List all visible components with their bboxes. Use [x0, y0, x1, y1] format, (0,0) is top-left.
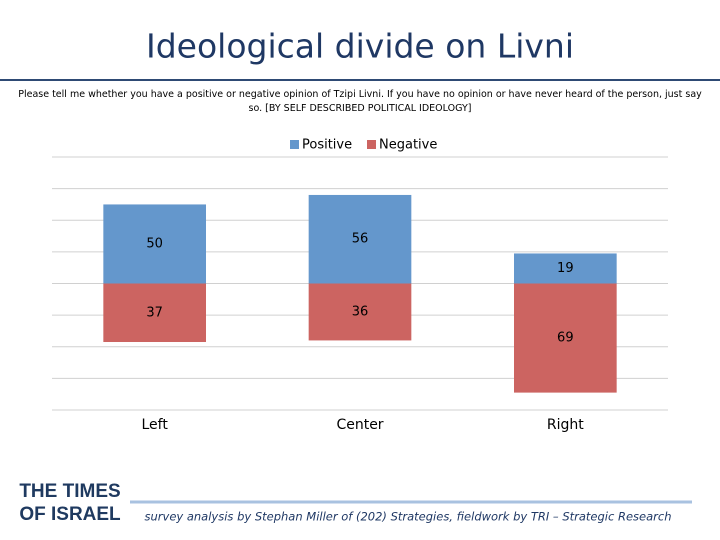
x-tick-label: Center: [336, 417, 383, 433]
legend-swatch: [367, 140, 376, 149]
data-label: 69: [557, 331, 574, 346]
legend-swatch: [290, 140, 299, 149]
x-tick-label: Left: [141, 417, 168, 433]
legend-label: Negative: [379, 138, 437, 153]
data-label: 36: [352, 304, 369, 319]
bar: [514, 253, 617, 284]
data-label: 37: [146, 305, 163, 320]
bar: [308, 283, 412, 341]
chart-subtitle: Please tell me whether you have a positi…: [18, 89, 702, 114]
bar: [103, 204, 206, 284]
credit: survey analysis by Stephan Miller of (20…: [145, 510, 672, 524]
bar: [514, 283, 617, 393]
logo: OF ISRAEL: [19, 504, 121, 525]
data-label: 50: [146, 236, 163, 251]
data-label: 56: [352, 232, 369, 247]
x-tick-label: Right: [547, 417, 584, 433]
data-label: 19: [557, 261, 574, 276]
bar: [308, 194, 412, 284]
logo: THE TIMES: [19, 481, 120, 502]
chart-title: Ideological divide on Livni: [146, 27, 574, 66]
legend-label: Positive: [302, 138, 352, 153]
bar: [103, 283, 206, 343]
